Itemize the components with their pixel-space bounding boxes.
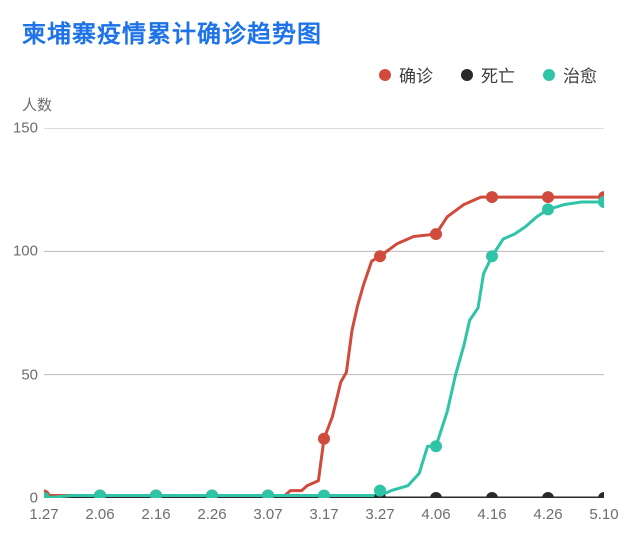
data-point-marker[interactable] (430, 492, 442, 498)
x-tick-label: 1.27 (29, 506, 58, 523)
y-axis-label: 人数 (22, 94, 52, 115)
y-tick-label: 50 (21, 366, 38, 383)
data-point-marker[interactable] (318, 433, 330, 445)
data-point-marker[interactable] (374, 250, 386, 262)
x-tick-label: 4.26 (533, 506, 562, 523)
x-tick-label: 2.26 (197, 506, 226, 523)
data-point-marker[interactable] (486, 492, 498, 498)
plot-area: 0501001501.272.062.162.263.073.173.274.0… (44, 128, 604, 498)
data-point-marker[interactable] (486, 191, 498, 203)
series-line (44, 202, 604, 498)
legend-item[interactable]: 死亡 (461, 62, 515, 87)
data-point-marker[interactable] (318, 490, 330, 498)
data-point-marker[interactable] (486, 250, 498, 262)
legend-item[interactable]: 确诊 (379, 62, 433, 87)
data-point-marker[interactable] (150, 490, 162, 498)
data-point-marker[interactable] (262, 490, 274, 498)
data-point-marker[interactable] (542, 191, 554, 203)
legend-label: 死亡 (481, 62, 515, 87)
legend-dot-icon (379, 69, 391, 81)
legend-dot-icon (461, 69, 473, 81)
x-tick-label: 3.07 (253, 506, 282, 523)
legend-item[interactable]: 治愈 (543, 62, 597, 87)
y-tick-label: 100 (13, 243, 38, 260)
x-tick-label: 4.06 (421, 506, 450, 523)
chart-svg (44, 128, 604, 498)
chart-title: 柬埔寨疫情累计确诊趋势图 (22, 14, 322, 49)
data-point-marker[interactable] (598, 492, 604, 498)
legend: 确诊 死亡 治愈 (379, 62, 597, 87)
y-tick-label: 0 (30, 490, 38, 507)
x-tick-label: 2.06 (85, 506, 114, 523)
x-tick-label: 4.16 (477, 506, 506, 523)
x-tick-label: 5.10 (589, 506, 618, 523)
data-point-marker[interactable] (206, 490, 218, 498)
y-tick-label: 150 (13, 120, 38, 137)
legend-label: 确诊 (399, 62, 433, 87)
data-point-marker[interactable] (374, 485, 386, 497)
legend-dot-icon (543, 69, 555, 81)
series-line (44, 197, 604, 495)
data-point-marker[interactable] (542, 203, 554, 215)
x-tick-label: 3.17 (309, 506, 338, 523)
data-point-marker[interactable] (94, 490, 106, 498)
data-point-marker[interactable] (430, 440, 442, 452)
data-point-marker[interactable] (430, 228, 442, 240)
x-tick-label: 3.27 (365, 506, 394, 523)
legend-label: 治愈 (563, 62, 597, 87)
chart-container: 柬埔寨疫情累计确诊趋势图 确诊死亡治愈 人数 0501001501.272.06… (0, 0, 625, 545)
x-tick-label: 2.16 (141, 506, 170, 523)
data-point-marker[interactable] (542, 492, 554, 498)
